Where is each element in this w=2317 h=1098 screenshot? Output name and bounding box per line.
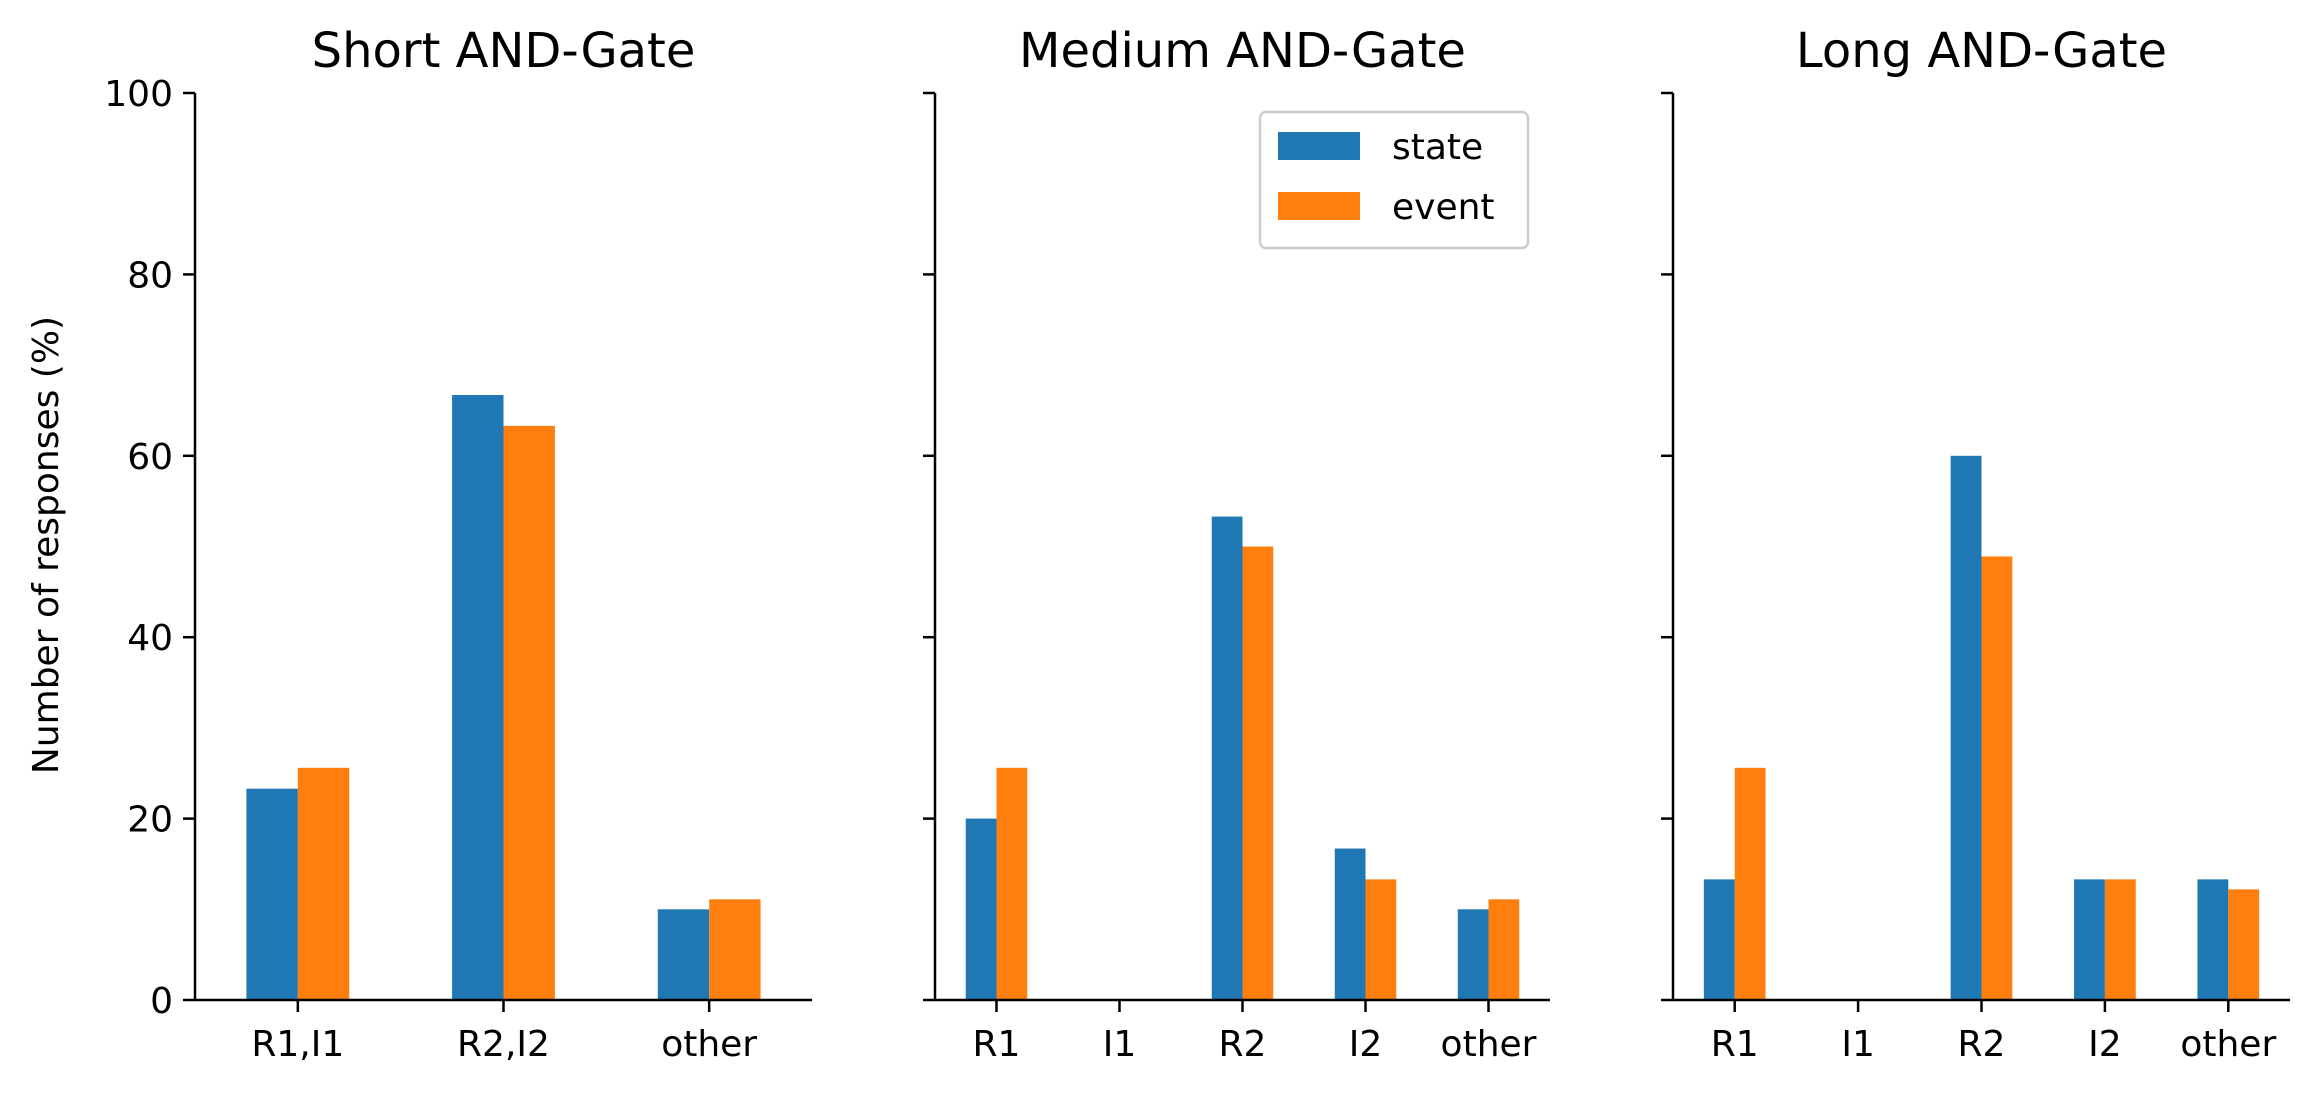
x-tick-label: other [2180,1024,2276,1065]
bar-state-r2-i2 [452,395,504,1000]
chart-title: Short AND-Gate [312,23,696,79]
bar-state-other [2197,879,2229,1000]
x-tick-label: R2 [1958,1024,2006,1065]
y-tick-label: 40 [127,618,173,659]
bar-event-r1 [996,767,1028,1000]
x-tick-label: R2 [1219,1024,1267,1065]
legend: state event [1258,110,1530,250]
bar-state-other [1457,909,1489,1000]
y-tick-label: 20 [127,800,173,841]
y-tick-label: 100 [104,74,173,115]
chart-title: Long AND-Gate [1796,23,2167,79]
bar-event-r2-i2 [503,425,555,1000]
bar-state-r1-i1 [246,788,298,1000]
bar-event-i2 [1365,879,1397,1000]
panel-3: Long AND-Gate R1 I1 R2 I2 other [1661,23,2290,1065]
x-tick-label: I2 [2088,1024,2122,1065]
y-tick-label: 80 [127,255,173,296]
x-tick-label: R2,I2 [457,1024,550,1065]
bar-state-r2 [1211,516,1243,1000]
bar-event-other [709,899,761,1000]
panel-1: Short AND-Gate 0 20 40 60 80 100 R1,I1 R2,I2 othe… [104,23,812,1065]
chart-title: Medium AND-Gate [1019,23,1466,79]
bar-event-r1 [1734,767,1766,1000]
bar-state-i2 [1334,848,1366,1000]
legend-label-event: event [1392,187,1495,228]
legend-swatch-state [1278,132,1360,160]
y-axis-label: Number of responses (%) [26,316,67,774]
legend-swatch-event [1278,192,1360,220]
bar-state-i2 [2074,879,2105,1000]
y-tick-label: 0 [150,981,173,1022]
x-tick-label: other [661,1024,757,1065]
y-tick-label: 60 [127,437,173,478]
bar-event-r2 [1981,556,2013,1000]
x-tick-label: I1 [1103,1024,1137,1065]
x-tick-label: I2 [1349,1024,1383,1065]
bar-event-other [2228,889,2260,1000]
bar-state-other [657,909,710,1000]
bar-event-r1-i1 [297,767,350,1000]
panel-2: Medium AND-Gate R1 I1 R2 I2 other state event [923,23,1550,1065]
bar-event-r2 [1242,546,1274,1000]
bar-state-r2 [1950,455,1982,1000]
bar-event-i2 [2104,879,2136,1000]
x-tick-label: R1 [1711,1024,1759,1065]
x-tick-label: R1,I1 [251,1024,344,1065]
x-tick-label: R1 [973,1024,1021,1065]
bar-state-r1 [1703,879,1735,1000]
bar-event-other [1488,899,1520,1000]
bar-state-r1 [965,818,997,1000]
x-tick-label: I1 [1841,1024,1875,1065]
x-tick-label: other [1441,1024,1537,1065]
legend-label-state: state [1392,127,1483,168]
